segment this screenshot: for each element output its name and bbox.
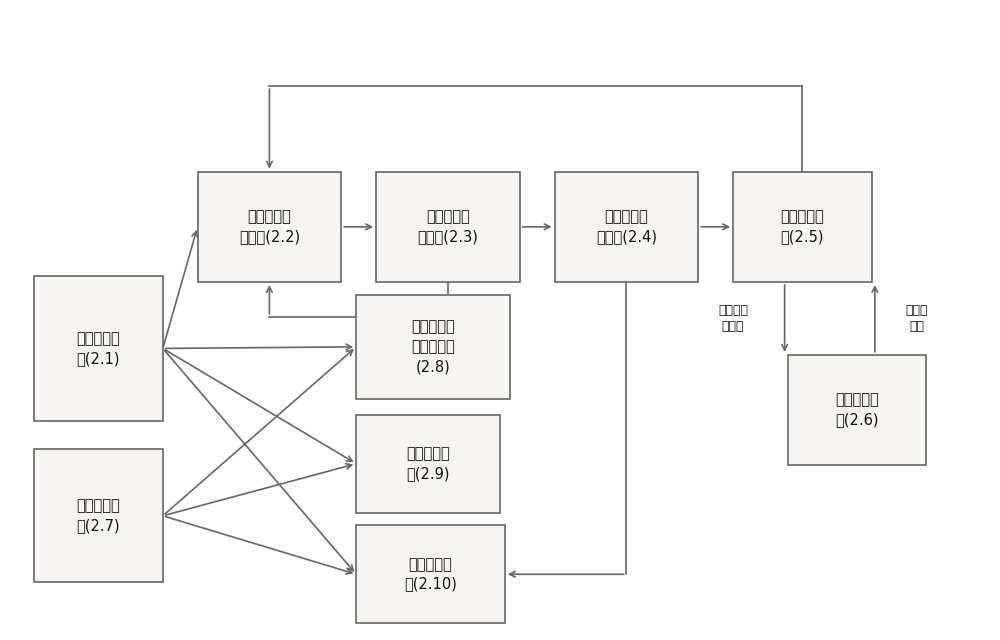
Text: 数据实时监
测显示模块
(2.8): 数据实时监 测显示模块 (2.8) [411,319,455,374]
FancyBboxPatch shape [34,276,163,421]
Text: 数据分析模
块(2.10): 数据分析模 块(2.10) [404,557,457,591]
FancyBboxPatch shape [788,355,926,465]
Text: 上传数
据包: 上传数 据包 [905,304,928,333]
FancyBboxPatch shape [733,172,872,282]
Text: 故障报警模
块(2.9): 故障报警模 块(2.9) [406,446,450,481]
Text: 数据接收模
块(2.1): 数据接收模 块(2.1) [77,331,120,366]
FancyBboxPatch shape [198,172,341,282]
FancyBboxPatch shape [376,172,520,282]
FancyBboxPatch shape [34,449,163,582]
Text: 变化数据打
包模块(2.4): 变化数据打 包模块(2.4) [596,209,657,244]
Text: 变化数据检
测模块(2.3): 变化数据检 测模块(2.3) [418,209,478,244]
FancyBboxPatch shape [356,415,500,513]
Text: 数据同步模
块(2.5): 数据同步模 块(2.5) [781,209,824,244]
Text: 数据传输模
块(2.6): 数据传输模 块(2.6) [835,392,879,428]
Text: 用户登录模
块(2.7): 用户登录模 块(2.7) [77,499,120,533]
FancyBboxPatch shape [356,525,505,623]
FancyBboxPatch shape [356,295,510,399]
Text: 数据本地存
储模块(2.2): 数据本地存 储模块(2.2) [239,209,300,244]
FancyBboxPatch shape [555,172,698,282]
Text: 下载基础
数据包: 下载基础 数据包 [718,304,748,333]
